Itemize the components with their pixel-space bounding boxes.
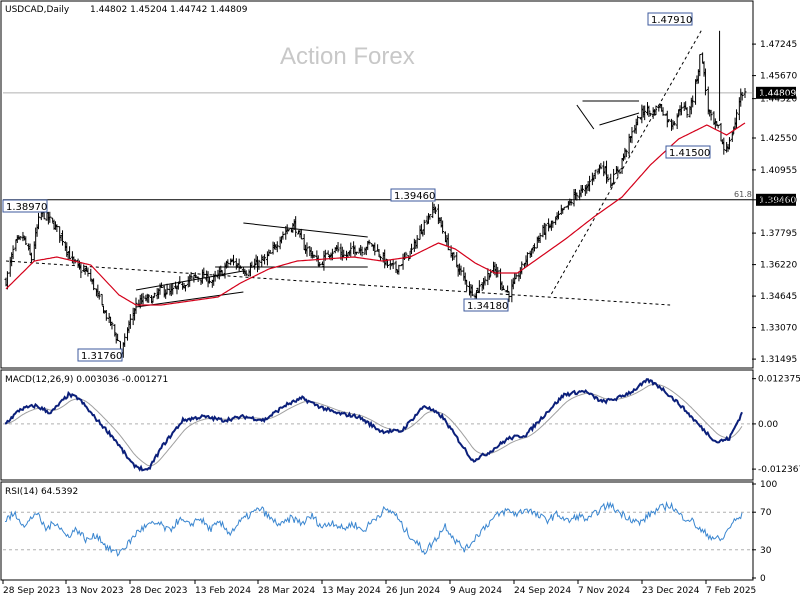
price-tick-label: 1.37795 — [760, 229, 797, 239]
sma-layer — [5, 122, 746, 306]
rsi-tick-label: 30 — [760, 546, 772, 556]
macd-line — [4, 378, 743, 472]
macd-title: MACD(12,26,9) 0.003036 -0.001271 — [5, 375, 168, 385]
level-label-box — [2, 199, 48, 213]
level-label: 1.47910 — [651, 15, 692, 26]
watermark: Action Forex — [280, 43, 415, 70]
x-tick-label: 24 Sep 2024 — [514, 586, 571, 596]
level-label: 1.41500 — [669, 148, 710, 159]
pattern-trendlines — [5, 30, 721, 308]
pattern-trendline — [576, 104, 595, 130]
price-tick-label: 1.45670 — [760, 72, 797, 82]
price-axis: 1.47245 1.45670 1.44520 1.42550 1.40955 1.394… — [752, 40, 797, 365]
fib-618-label: 61.8 — [734, 190, 752, 199]
rsi-layer: 100 70 30 0 — [3, 480, 777, 584]
x-tick-label: 28 Mar 2024 — [258, 586, 315, 596]
x-tick-label: 9 Aug 2024 — [450, 586, 502, 596]
x-tick-label: 7 Nov 2024 — [578, 586, 630, 596]
price-tick-label: 1.44520 — [760, 95, 797, 105]
fib-price-box — [756, 193, 796, 206]
x-tick-label: 13 Feb 2024 — [195, 586, 251, 596]
level-labels: 1.47910 1.39460 1.38970 1.41500 1.34180 1.317… — [2, 12, 796, 362]
price-panel-frame — [0, 0, 754, 369]
pattern-trendline — [550, 30, 702, 295]
macd-panel-frame — [0, 369, 754, 481]
x-tick-label: 13 May 2024 — [322, 586, 381, 596]
level-label: 1.31760 — [81, 351, 122, 362]
price-tick-label: 1.39460 — [760, 196, 797, 206]
price-tick-label: 1.40955 — [760, 166, 797, 176]
price-tick-label: 1.36220 — [760, 261, 797, 271]
macd-signal-line — [4, 383, 743, 467]
macd-layer: 0.012375 0.00 -0.012367 — [3, 375, 800, 475]
level-label-box — [390, 188, 436, 202]
x-tick-label: 23 Dec 2024 — [642, 586, 700, 596]
level-label: 1.39460 — [394, 191, 435, 202]
price-tick-label: 1.42550 — [760, 134, 797, 144]
price-tick-label: 1.34645 — [760, 292, 797, 302]
level-label-box — [665, 145, 711, 159]
pattern-trendline — [243, 222, 368, 238]
x-tick-label: 26 Jun 2024 — [386, 586, 440, 596]
current-price-label: 1.44809 — [759, 89, 796, 99]
chart-header-symbol: USDCAD,Daily — [5, 5, 70, 15]
x-tick-label: 13 Nov 2023 — [66, 586, 124, 596]
price-tick-label: 1.47245 — [760, 40, 797, 50]
rsi-tick-label: 100 — [760, 480, 777, 490]
candles-group — [4, 52, 747, 360]
x-axis: 28 Sep 2023 13 Nov 2023 28 Dec 2023 13 Feb … — [2, 580, 756, 596]
rsi-title: RSI(14) 64.5392 — [5, 487, 78, 497]
level-label: 1.38970 — [6, 202, 47, 213]
rsi-tick-label: 70 — [760, 508, 772, 518]
rsi-panel-frame — [0, 481, 754, 581]
pattern-trendline — [599, 112, 640, 126]
level-label-box — [77, 348, 123, 362]
current-price-box — [756, 86, 796, 99]
rsi-line — [4, 500, 743, 557]
fib-price-label: 1.39460 — [759, 196, 796, 206]
x-tick-label: 7 Feb 2025 — [706, 586, 756, 596]
level-label: 1.34180 — [467, 301, 508, 312]
chart-header-ohlc: 1.44802 1.45204 1.44742 1.44809 — [90, 5, 248, 15]
x-tick-label: 28 Sep 2023 — [3, 586, 60, 596]
x-tick-label: 28 Dec 2023 — [130, 586, 188, 596]
price-tick-label: 1.33070 — [760, 324, 797, 334]
macd-tick-label: -0.012367 — [758, 465, 800, 475]
level-label-box — [647, 12, 693, 26]
macd-tick-label: 0.012375 — [758, 375, 800, 385]
price-tick-label: 1.31495 — [760, 355, 797, 365]
level-label-box — [463, 298, 509, 312]
rsi-tick-label: 0 — [760, 574, 766, 584]
macd-tick-label: 0.00 — [758, 420, 778, 430]
sma-line — [5, 122, 746, 306]
